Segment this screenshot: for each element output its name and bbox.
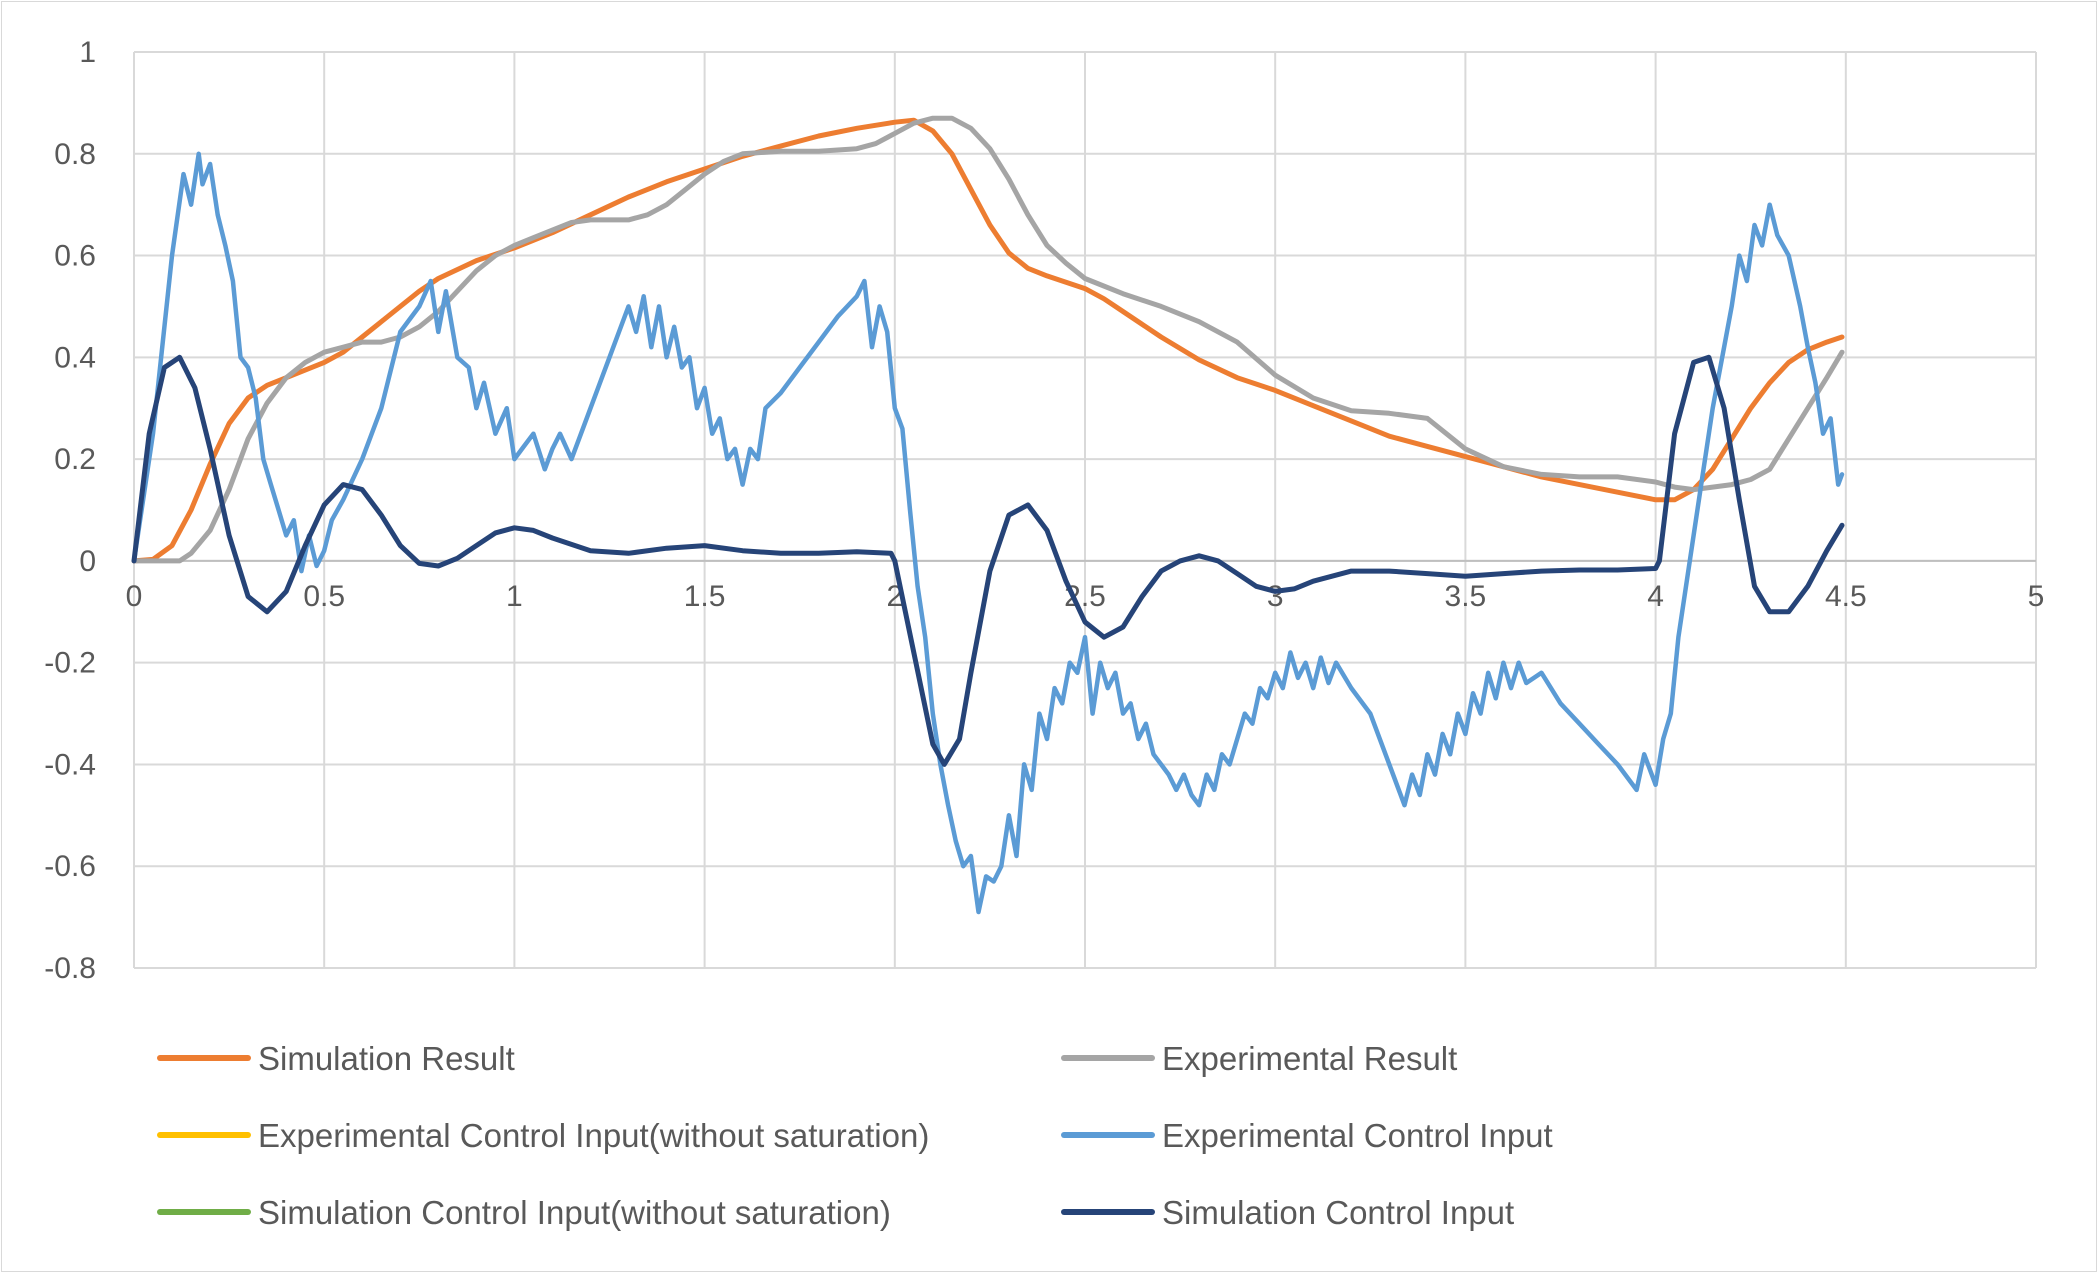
legend: Simulation Result Experimental Result Expe…	[157, 1040, 1553, 1231]
legend-label: Simulation Control Input(without saturat…	[258, 1194, 891, 1231]
x-tick-label: 4	[1647, 580, 1664, 613]
legend-label: Experimental Control Input(without satur…	[258, 1117, 929, 1154]
series-line-5	[131, 354, 1845, 767]
legend-label: Experimental Result	[1162, 1040, 1457, 1077]
y-tick-label: -0.6	[44, 850, 96, 883]
x-tick-label: 3	[1267, 580, 1284, 613]
y-tick-label: 0.6	[54, 240, 96, 273]
series-line-0	[131, 117, 1845, 564]
gridlines	[133, 51, 2037, 969]
legend-label: Simulation Result	[258, 1040, 515, 1077]
y-axis-tick-labels: 1 0.8 0.6 0.4 0.2 0 -0.2 -0.4 -0.6 -0.8	[44, 36, 96, 985]
y-tick-label: 0.8	[54, 138, 96, 171]
x-tick-label: 0.5	[303, 580, 345, 613]
legend-label: Experimental Control Input	[1162, 1117, 1553, 1154]
x-tick-label: 1	[506, 580, 523, 613]
series-line-3	[131, 151, 1845, 915]
y-tick-label: -0.4	[44, 748, 96, 781]
x-tick-label: 4.5	[1825, 580, 1867, 613]
y-tick-label: 0	[79, 545, 96, 578]
x-tick-label: 5	[2028, 580, 2045, 613]
x-tick-label: 0	[126, 580, 143, 613]
legend-label: Simulation Control Input	[1162, 1194, 1514, 1231]
series-lines	[131, 115, 1845, 915]
y-tick-label: -0.8	[44, 952, 96, 985]
x-tick-label: 1.5	[684, 580, 726, 613]
y-tick-label: 0.4	[54, 341, 96, 374]
x-tick-label: 3.5	[1445, 580, 1487, 613]
series-line-1	[131, 115, 1845, 564]
y-tick-label: 1	[79, 36, 96, 69]
y-tick-label: -0.2	[44, 647, 96, 680]
y-tick-label: 0.2	[54, 443, 96, 476]
